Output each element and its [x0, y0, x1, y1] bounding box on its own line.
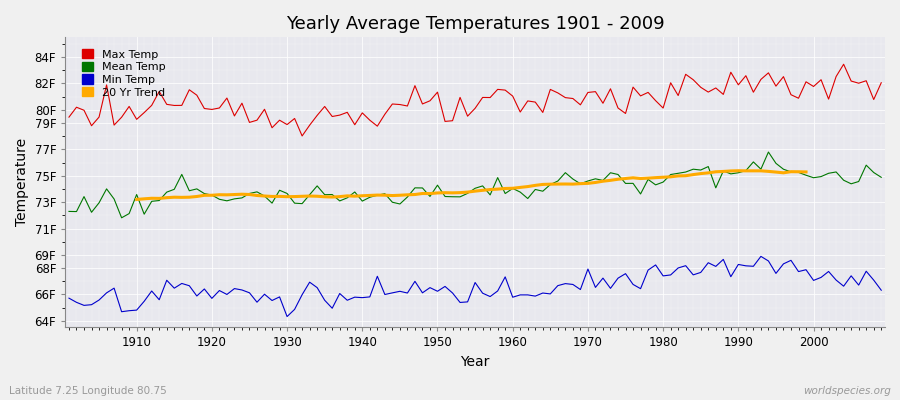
Mean Temp: [116, 215, 127, 220]
Max Temp: [508, 94, 518, 98]
Min Temp: [123, 308, 134, 313]
20 Yr Trend: [221, 192, 232, 197]
Max Temp: [605, 86, 616, 91]
Legend: Max Temp, Mean Temp, Min Temp, 20 Yr Trend: Max Temp, Mean Temp, Min Temp, 20 Yr Tre…: [79, 46, 169, 101]
Max Temp: [289, 116, 300, 121]
Mean Temp: [763, 150, 774, 154]
Min Temp: [282, 314, 292, 319]
Min Temp: [605, 286, 616, 291]
Max Temp: [342, 110, 353, 115]
20 Yr Trend: [598, 179, 608, 184]
Max Temp: [297, 134, 308, 138]
Mean Temp: [131, 192, 142, 197]
Mean Temp: [515, 190, 526, 194]
Min Temp: [515, 292, 526, 297]
Title: Yearly Average Temperatures 1901 - 2009: Yearly Average Temperatures 1901 - 2009: [286, 15, 664, 33]
X-axis label: Year: Year: [461, 355, 490, 369]
Max Temp: [123, 104, 134, 109]
Y-axis label: Temperature: Temperature: [15, 138, 29, 226]
Text: worldspecies.org: worldspecies.org: [803, 386, 891, 396]
Max Temp: [876, 80, 886, 85]
Max Temp: [515, 110, 526, 114]
Line: Mean Temp: Mean Temp: [69, 152, 881, 218]
Min Temp: [64, 296, 75, 300]
Min Temp: [342, 298, 353, 303]
Mean Temp: [605, 170, 616, 175]
Mean Temp: [297, 201, 308, 206]
20 Yr Trend: [733, 168, 743, 173]
Max Temp: [838, 62, 849, 67]
Line: Min Temp: Min Temp: [69, 256, 881, 316]
Mean Temp: [342, 196, 353, 200]
Mean Temp: [64, 209, 75, 214]
Line: 20 Yr Trend: 20 Yr Trend: [137, 171, 806, 200]
Text: Latitude 7.25 Longitude 80.75: Latitude 7.25 Longitude 80.75: [9, 386, 166, 396]
Max Temp: [64, 115, 75, 120]
Mean Temp: [508, 186, 518, 191]
Min Temp: [876, 288, 886, 293]
20 Yr Trend: [703, 170, 714, 175]
20 Yr Trend: [131, 197, 142, 202]
20 Yr Trend: [688, 172, 698, 177]
20 Yr Trend: [778, 170, 789, 175]
Min Temp: [508, 295, 518, 300]
Line: Max Temp: Max Temp: [69, 64, 881, 136]
Min Temp: [297, 292, 308, 297]
20 Yr Trend: [801, 170, 812, 174]
Mean Temp: [876, 175, 886, 180]
20 Yr Trend: [334, 194, 345, 199]
Min Temp: [755, 254, 766, 259]
